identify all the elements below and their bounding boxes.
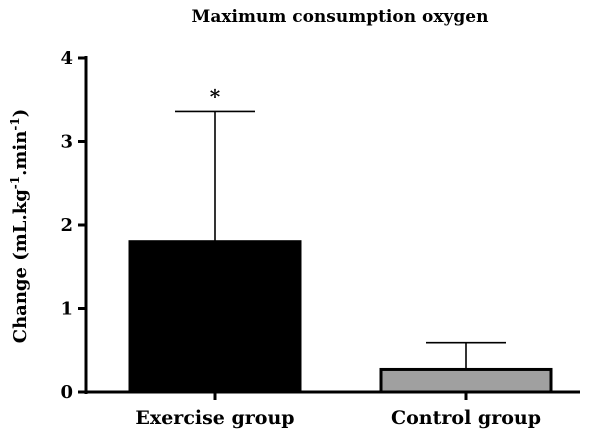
plot-area: * [128,84,553,394]
y-tick-label: 1 [60,299,73,320]
x-axis: Exercise group Control group [84,390,580,429]
y-tick-label: 4 [60,48,73,69]
y-tick-label: 2 [60,215,73,236]
y-axis-label: Change (mL.kg-1.min-1) [8,109,31,343]
y-axis: 0 1 2 3 4 [60,48,88,403]
chart-title: Maximum consumption oxygen [192,7,489,27]
y-tick-label: 0 [60,382,73,403]
x-tick-label: Control group [391,407,541,429]
y-tick-label: 3 [60,132,73,153]
bar-2 [379,367,553,394]
bar-1 [128,240,302,394]
x-tick-label: Exercise group [135,407,294,429]
significance-marker: * [210,84,221,108]
